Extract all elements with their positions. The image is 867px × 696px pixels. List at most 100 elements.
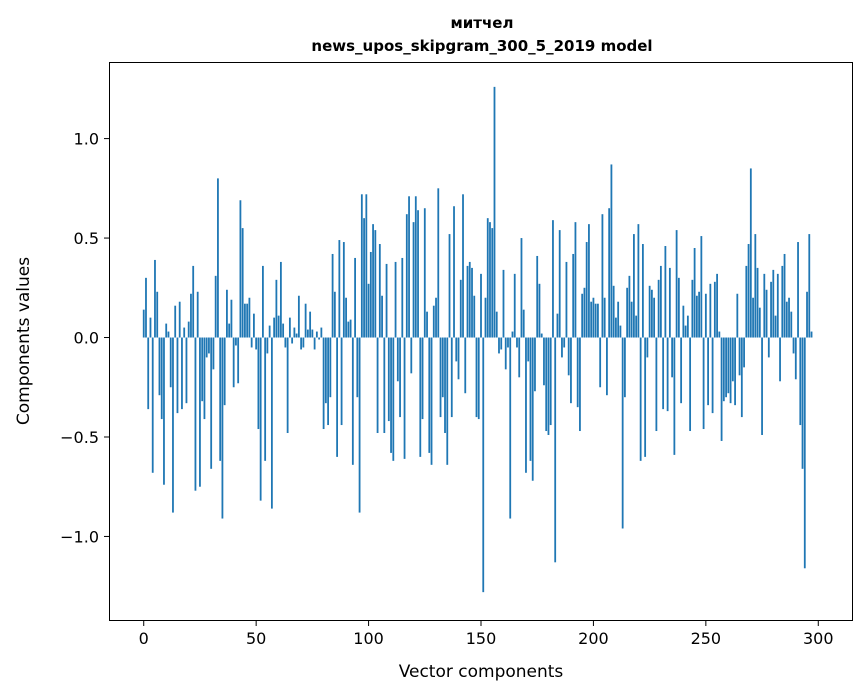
bar (484, 297, 487, 338)
bar (444, 337, 446, 434)
bar (720, 337, 723, 441)
bar (293, 327, 296, 338)
bar (151, 337, 154, 473)
bar (493, 86, 496, 338)
bar (419, 337, 422, 457)
bar (392, 337, 395, 461)
bar (208, 337, 210, 354)
bar (588, 224, 590, 338)
bar (246, 303, 249, 338)
bar (142, 309, 145, 338)
bar (158, 337, 161, 396)
bar (624, 337, 626, 398)
bar (214, 275, 217, 338)
bar (606, 337, 608, 396)
bar (190, 293, 192, 338)
bar (628, 275, 631, 338)
bar (374, 230, 377, 338)
x-axis-ticks: 0 50 100 150 200 250 300 (139, 620, 834, 648)
x-tick-label: 300 (803, 629, 834, 648)
bar (385, 263, 388, 338)
bar (799, 337, 802, 426)
bar (275, 279, 278, 338)
bar (619, 325, 622, 338)
bar (534, 337, 536, 392)
bar (241, 228, 244, 338)
bar (610, 164, 613, 338)
bar (794, 337, 797, 380)
bar (327, 337, 329, 426)
bar (754, 234, 757, 338)
bar (585, 242, 588, 338)
bar (531, 337, 534, 481)
bar (322, 337, 325, 430)
bar (772, 269, 775, 338)
bar (239, 200, 242, 338)
bar (594, 303, 597, 338)
bar (455, 337, 458, 362)
bar (689, 337, 692, 432)
bar (749, 168, 752, 338)
bar (302, 337, 305, 348)
bar (671, 337, 674, 378)
bar (219, 337, 222, 461)
bar (664, 246, 667, 338)
bar (761, 337, 763, 435)
bar (426, 311, 428, 338)
bar (205, 337, 208, 358)
bar (383, 337, 386, 434)
y-tick-label: −1.0 (60, 527, 99, 546)
bar (300, 337, 303, 350)
bar (563, 337, 566, 348)
bar (779, 337, 781, 382)
bar (212, 337, 215, 370)
bar (675, 230, 678, 338)
bar (704, 293, 707, 338)
bar (230, 299, 233, 338)
bar (264, 337, 267, 461)
bar (752, 297, 754, 338)
bar (226, 289, 228, 338)
bar (491, 228, 494, 338)
bar (356, 337, 359, 398)
bar (342, 242, 345, 338)
bar (581, 293, 584, 338)
bar (513, 273, 516, 338)
bar (421, 337, 424, 420)
bar (178, 301, 181, 338)
bar (785, 301, 788, 338)
bar (590, 301, 593, 338)
bar (250, 337, 253, 348)
bar (727, 337, 730, 394)
bar (185, 337, 188, 404)
bar (747, 244, 750, 338)
bar (399, 337, 401, 418)
bar (806, 291, 808, 338)
bar (453, 206, 455, 338)
bar (468, 261, 471, 338)
bar (659, 265, 662, 338)
bar (565, 261, 568, 338)
bar (711, 337, 714, 414)
bar (592, 297, 595, 338)
bar (567, 337, 570, 376)
bar (673, 337, 676, 455)
bar (666, 337, 669, 412)
bar (783, 253, 786, 338)
bar (698, 291, 700, 338)
bar (686, 315, 689, 338)
bar (304, 303, 307, 338)
bar (372, 224, 374, 338)
x-tick-label: 200 (578, 629, 609, 648)
bar (273, 317, 276, 338)
bar (437, 188, 440, 338)
bar (538, 283, 541, 338)
bar (633, 234, 635, 338)
y-tick-label: −0.5 (60, 428, 99, 447)
bar (615, 317, 617, 338)
x-tick-label: 0 (139, 629, 149, 648)
bar (677, 277, 680, 338)
bar (410, 337, 413, 374)
bar (617, 301, 620, 338)
